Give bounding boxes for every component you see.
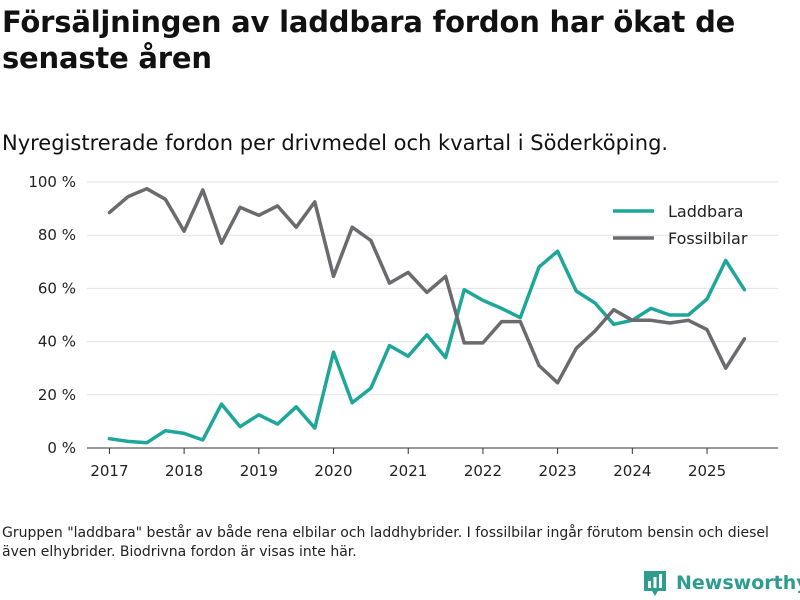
bar-chart-logo-icon — [644, 571, 666, 596]
x-tick-label: 2021 — [389, 462, 427, 480]
y-tick-label: 100 % — [28, 173, 76, 191]
footnote: Gruppen "laddbara" består av både rena e… — [2, 525, 769, 560]
y-tick-label: 20 % — [38, 386, 76, 404]
legend: Laddbara Fossilbilar — [613, 202, 748, 248]
x-tick-label: 2024 — [613, 462, 651, 480]
y-tick-label: 80 % — [38, 226, 76, 244]
y-axis: 0 % 20 % 40 % 60 % 80 % 100 % — [28, 173, 76, 457]
x-tick-label: 2019 — [240, 462, 278, 480]
x-tick-label: 2017 — [90, 462, 128, 480]
x-tick-label: 2018 — [165, 462, 203, 480]
y-tick-label: 40 % — [38, 333, 76, 351]
x-axis: 2017 2018 2019 2020 2021 2022 2023 2024 2025 — [87, 447, 778, 480]
x-tick-label: 2020 — [314, 462, 352, 480]
brand-name: Newsworthy — [676, 572, 800, 594]
chart-subtitle: Nyregistrerade fordon per drivmedel och … — [2, 131, 669, 155]
y-tick-label: 0 % — [47, 439, 76, 457]
chart-title: Försäljningen av laddbara fordon har öka… — [2, 5, 736, 75]
brand-logo: Newsworthy — [642, 568, 800, 598]
y-tick-label: 60 % — [38, 279, 76, 297]
series-line-laddbara — [107, 249, 747, 445]
x-tick-label: 2025 — [688, 462, 726, 480]
series-lines — [107, 186, 747, 445]
legend-label-fossil: Fossilbilar — [668, 229, 748, 248]
gridlines — [87, 181, 778, 396]
legend-label-laddbara: Laddbara — [668, 202, 743, 221]
x-tick-label: 2023 — [539, 462, 577, 480]
series-line-fossil — [107, 186, 747, 385]
x-tick-label: 2022 — [464, 462, 502, 480]
